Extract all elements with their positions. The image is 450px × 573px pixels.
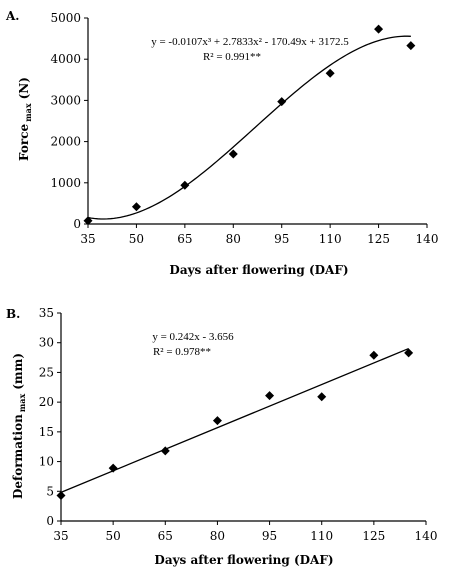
panel-a-data-point xyxy=(180,180,190,190)
panel-b-equation: y = 0.242x - 3.656 xyxy=(152,331,234,343)
panel-a-x-tick-label: 140 xyxy=(416,232,439,246)
panel-b-y-title-main: Deformation xyxy=(11,414,25,499)
panel-b-x-axis-title: Days after flowering (DAF) xyxy=(154,553,333,567)
panel-b-data-point xyxy=(317,392,327,402)
panel-a-y-tick-label: 3000 xyxy=(50,93,81,107)
panel-b-x-tick-label: 35 xyxy=(53,529,68,543)
panel-b-plot-area: 0 5 10 15 20 25 30 35 35 50 65 80 95 110 125 140 xyxy=(39,306,438,543)
panel-b-y-title-unit: (mm) xyxy=(11,353,25,390)
panel-a-equation: y = -0.0107x³ + 2.7833x² - 170.49x + 317… xyxy=(151,36,349,48)
panel-b-data-point xyxy=(404,348,414,358)
panel-a-y-tick-label: 5000 xyxy=(50,11,81,25)
panel-b-data-point xyxy=(56,490,66,500)
panel-a-x-tick-label: 50 xyxy=(129,232,144,246)
panel-b-y-tick-label: 0 xyxy=(46,514,54,528)
panel-b-y-title-sub: max xyxy=(17,394,27,413)
panel-b-y-tick-label: 35 xyxy=(39,306,54,320)
panel-a-x-tick-label: 95 xyxy=(274,232,289,246)
panel-a-data-point xyxy=(131,202,141,212)
panel-a-y-title-main: Force xyxy=(17,123,31,160)
panel-a-x-tick-label: 125 xyxy=(367,232,390,246)
panel-b-deformation-chart: B. 0 5 10 15 20 25 30 35 35 50 65 80 95 110 125 140 y =… xyxy=(6,306,437,567)
panel-a-x-tick-label: 110 xyxy=(319,232,342,246)
panel-b-data-point xyxy=(160,446,170,456)
panel-b-y-axis-title: Deformationmax (mm) xyxy=(11,353,27,499)
panel-a-y-tick-label: 0 xyxy=(73,217,81,231)
panel-a-x-tick-label: 80 xyxy=(226,232,241,246)
panel-a-y-tick-label: 1000 xyxy=(50,176,81,190)
panel-a-y-tick-label: 4000 xyxy=(50,52,81,66)
panel-b-y-tick-label: 15 xyxy=(39,425,54,439)
panel-b-label: B. xyxy=(6,307,20,321)
panel-b-x-tick-label: 80 xyxy=(210,529,225,543)
panel-a-data-point xyxy=(277,97,287,107)
panel-a-x-axis-title: Days after flowering (DAF) xyxy=(169,263,348,277)
panel-b-x-tick-label: 140 xyxy=(415,529,438,543)
panel-b-x-tick-label: 50 xyxy=(106,529,121,543)
panel-b-y-tick-label: 25 xyxy=(39,365,54,379)
panel-a-y-axis-title: Forcemax (N) xyxy=(17,77,33,161)
panel-b-data-point xyxy=(212,416,222,426)
panel-b-x-tick-label: 65 xyxy=(158,529,173,543)
panel-a-x-tick-label: 65 xyxy=(177,232,192,246)
panel-a-r2: R² = 0.991** xyxy=(203,51,261,63)
panel-a-trend-line xyxy=(87,35,411,220)
panel-a-force-chart: A. 0 1000 2000 3000 4000 5000 35 50 65 80 95 110 125… xyxy=(5,9,438,277)
panel-a-data-point xyxy=(406,41,416,51)
panel-b-trend-line xyxy=(60,347,409,493)
panel-a-data-point xyxy=(325,68,335,78)
panel-b-data-point xyxy=(108,463,118,473)
panel-a-y-title-unit: (N) xyxy=(17,77,31,99)
panel-a-data-point xyxy=(374,24,384,34)
panel-b-y-tick-label: 20 xyxy=(39,395,54,409)
panel-b-y-tick-label: 5 xyxy=(46,484,54,498)
panel-b-x-tick-label: 125 xyxy=(362,529,385,543)
panel-a-label: A. xyxy=(5,9,20,23)
panel-a-x-tick-label: 35 xyxy=(80,232,95,246)
panel-b-x-tick-label: 95 xyxy=(262,529,277,543)
panel-b-y-tick-label: 30 xyxy=(39,336,54,350)
panel-b-data-point xyxy=(369,350,379,360)
panel-b-y-tick-label: 10 xyxy=(39,455,54,469)
panel-a-y-tick-label: 2000 xyxy=(50,135,81,149)
panel-b-data-point xyxy=(265,391,275,401)
panel-a-plot-area: 0 1000 2000 3000 4000 5000 35 50 65 80 95 110 125 140 xyxy=(50,11,438,246)
panel-a-data-point xyxy=(83,216,93,226)
panel-b-x-tick-label: 110 xyxy=(310,529,333,543)
panel-a-data-point xyxy=(228,149,238,159)
panel-b-r2: R² = 0.978** xyxy=(153,346,211,358)
panel-a-y-title-sub: max xyxy=(23,103,33,122)
